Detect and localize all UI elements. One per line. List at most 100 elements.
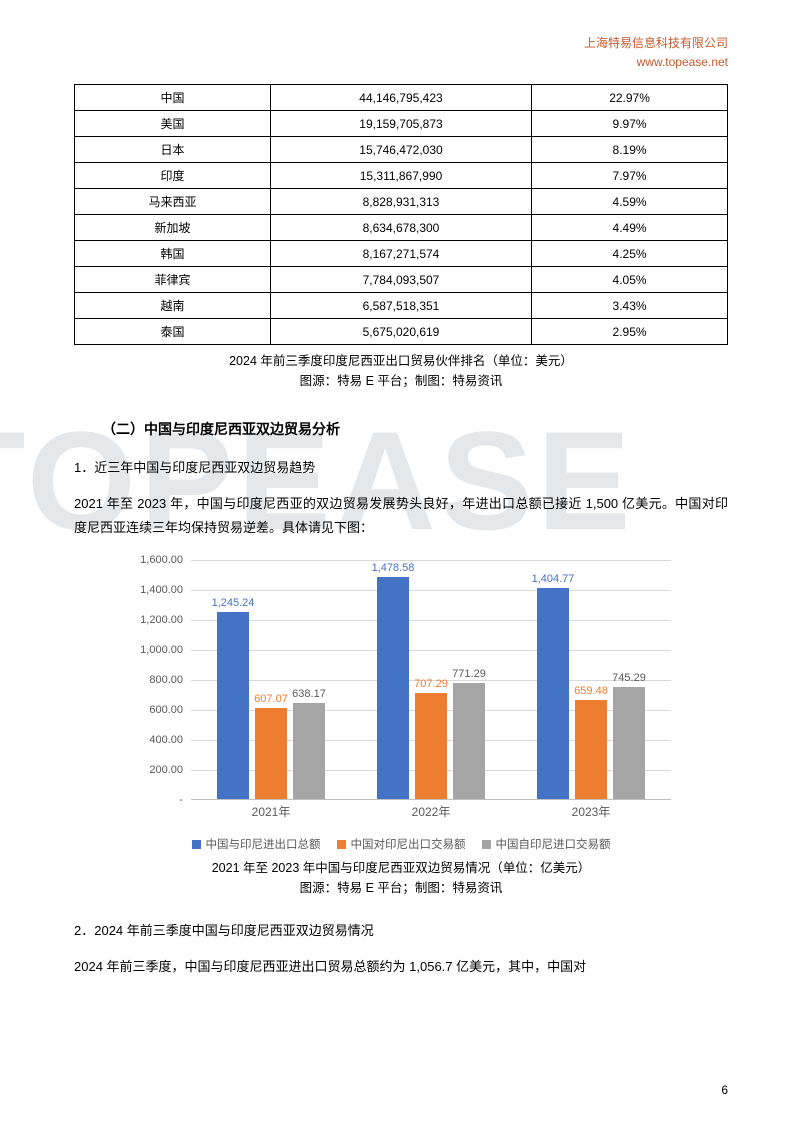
chart-caption-line2: 图源：特易 E 平台；制图：特易资讯 xyxy=(74,878,728,898)
chart-bar-label: 745.29 xyxy=(612,672,646,684)
table-row: 越南6,587,518,3513.43% xyxy=(75,293,728,319)
chart-bar xyxy=(613,687,645,799)
page-content: 上海特易信息科技有限公司 www.topease.net 中国44,146,79… xyxy=(0,0,802,1009)
chart-bar-label: 607.07 xyxy=(254,693,288,705)
table-cell: 8,634,678,300 xyxy=(270,215,531,241)
chart-bar xyxy=(575,700,607,799)
chart-bar-label: 659.48 xyxy=(574,685,608,697)
chart-x-label: 2021年 xyxy=(252,803,291,820)
legend-swatch xyxy=(482,840,491,849)
chart-bar-label: 707.29 xyxy=(414,678,448,690)
chart-gridline xyxy=(191,620,671,621)
table-cell: 4.25% xyxy=(532,241,728,267)
table-row: 中国44,146,795,42322.97% xyxy=(75,85,728,111)
chart-bar xyxy=(217,612,249,799)
chart-bar xyxy=(415,693,447,799)
section-2-heading: （二）中国与印度尼西亚双边贸易分析 xyxy=(74,419,728,439)
chart-bar xyxy=(453,683,485,799)
chart-bar xyxy=(255,708,287,799)
table-cell: 15,746,472,030 xyxy=(270,137,531,163)
chart-bar-label: 638.17 xyxy=(292,688,326,700)
trade-bar-chart: -200.00400.00600.00800.001,000.001,200.0… xyxy=(121,554,681,852)
subsection-1-heading: 1．近三年中国与印度尼西亚双边贸易趋势 xyxy=(74,457,728,476)
chart-y-label: 200.00 xyxy=(121,764,183,776)
table-cell: 日本 xyxy=(75,137,271,163)
table-row: 美国19,159,705,8739.97% xyxy=(75,111,728,137)
table-cell: 美国 xyxy=(75,111,271,137)
table-cell: 韩国 xyxy=(75,241,271,267)
table-cell: 中国 xyxy=(75,85,271,111)
table-cell: 2.95% xyxy=(532,319,728,345)
chart-bar-label: 771.29 xyxy=(452,668,486,680)
table-cell: 3.43% xyxy=(532,293,728,319)
legend-item: 中国对印尼出口交易额 xyxy=(337,836,466,852)
chart-y-label: 1,000.00 xyxy=(121,644,183,656)
paragraph-1: 2021 年至 2023 年，中国与印度尼西亚的双边贸易发展势头良好，年进出口总… xyxy=(74,492,728,540)
chart-bar-label: 1,404.77 xyxy=(532,573,575,585)
chart-x-label: 2022年 xyxy=(412,803,451,820)
table-cell: 泰国 xyxy=(75,319,271,345)
table-row: 韩国8,167,271,5744.25% xyxy=(75,241,728,267)
legend-label: 中国对印尼出口交易额 xyxy=(351,836,466,852)
chart-gridline xyxy=(191,590,671,591)
legend-swatch xyxy=(337,840,346,849)
table-caption-line2: 图源：特易 E 平台；制图：特易资讯 xyxy=(74,371,728,391)
table-cell: 7.97% xyxy=(532,163,728,189)
chart-bar-label: 1,245.24 xyxy=(212,597,255,609)
chart-bar xyxy=(293,703,325,799)
brand-company: 上海特易信息科技有限公司 xyxy=(584,34,728,53)
export-partner-table: 中国44,146,795,42322.97%美国19,159,705,8739.… xyxy=(74,84,728,345)
chart-caption: 2021 年至 2023 年中国与印度尼西亚双边贸易情况（单位：亿美元） 图源：… xyxy=(74,858,728,898)
chart-y-label: 1,400.00 xyxy=(121,584,183,596)
legend-label: 中国与印尼进出口总额 xyxy=(206,836,321,852)
subsection-2-heading: 2．2024 年前三季度中国与印度尼西亚双边贸易情况 xyxy=(74,920,728,939)
chart-y-label: 400.00 xyxy=(121,734,183,746)
header-brand: 上海特易信息科技有限公司 www.topease.net xyxy=(584,34,728,72)
legend-item: 中国与印尼进出口总额 xyxy=(192,836,321,852)
table-cell: 22.97% xyxy=(532,85,728,111)
table-cell: 越南 xyxy=(75,293,271,319)
chart-y-label: 1,600.00 xyxy=(121,554,183,566)
chart-bar xyxy=(537,588,569,799)
chart-gridline xyxy=(191,560,671,561)
table-cell: 9.97% xyxy=(532,111,728,137)
table-cell: 44,146,795,423 xyxy=(270,85,531,111)
chart-y-label: 1,200.00 xyxy=(121,614,183,626)
chart-gridline xyxy=(191,650,671,651)
table-cell: 菲律宾 xyxy=(75,267,271,293)
legend-label: 中国自印尼进口交易额 xyxy=(496,836,611,852)
legend-item: 中国自印尼进口交易额 xyxy=(482,836,611,852)
page-number: 6 xyxy=(721,1083,728,1097)
table-caption: 2024 年前三季度印度尼西亚出口贸易伙伴排名（单位：美元） 图源：特易 E 平… xyxy=(74,351,728,391)
table-cell: 印度 xyxy=(75,163,271,189)
brand-url: www.topease.net xyxy=(584,53,728,72)
table-cell: 15,311,867,990 xyxy=(270,163,531,189)
table-caption-line1: 2024 年前三季度印度尼西亚出口贸易伙伴排名（单位：美元） xyxy=(229,354,573,368)
table-cell: 7,784,093,507 xyxy=(270,267,531,293)
table-cell: 8.19% xyxy=(532,137,728,163)
paragraph-2: 2024 年前三季度，中国与印度尼西亚进出口贸易总额约为 1,056.7 亿美元… xyxy=(74,955,728,979)
chart-bar-label: 1,478.58 xyxy=(372,562,415,574)
table-row: 马来西亚8,828,931,3134.59% xyxy=(75,189,728,215)
table-cell: 5,675,020,619 xyxy=(270,319,531,345)
table-cell: 4.49% xyxy=(532,215,728,241)
table-row: 印度15,311,867,9907.97% xyxy=(75,163,728,189)
chart-legend: 中国与印尼进出口总额 中国对印尼出口交易额 中国自印尼进口交易额 xyxy=(121,836,681,852)
chart-plot: -200.00400.00600.00800.001,000.001,200.0… xyxy=(121,554,681,834)
chart-y-label: - xyxy=(121,794,183,806)
chart-x-label: 2023年 xyxy=(572,803,611,820)
table-row: 日本15,746,472,0308.19% xyxy=(75,137,728,163)
table-row: 新加坡8,634,678,3004.49% xyxy=(75,215,728,241)
table-cell: 4.59% xyxy=(532,189,728,215)
chart-y-label: 600.00 xyxy=(121,704,183,716)
table-cell: 4.05% xyxy=(532,267,728,293)
table-cell: 19,159,705,873 xyxy=(270,111,531,137)
table-cell: 8,167,271,574 xyxy=(270,241,531,267)
chart-caption-line1: 2021 年至 2023 年中国与印度尼西亚双边贸易情况（单位：亿美元） xyxy=(212,861,591,875)
chart-bar xyxy=(377,577,409,799)
legend-swatch xyxy=(192,840,201,849)
table-row: 菲律宾7,784,093,5074.05% xyxy=(75,267,728,293)
table-cell: 新加坡 xyxy=(75,215,271,241)
table-cell: 6,587,518,351 xyxy=(270,293,531,319)
table-row: 泰国5,675,020,6192.95% xyxy=(75,319,728,345)
